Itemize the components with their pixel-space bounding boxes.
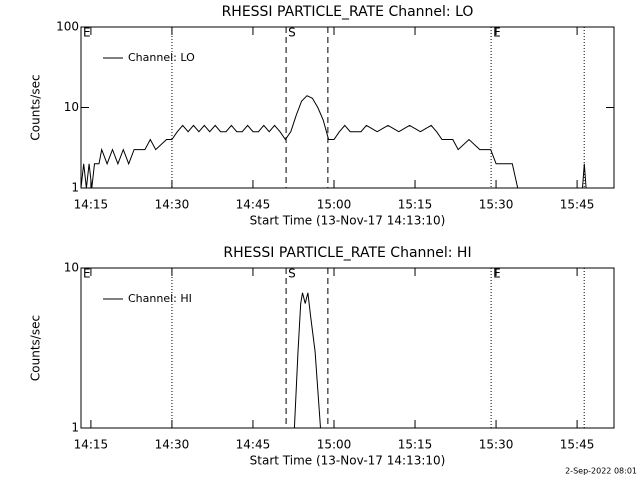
legend-label: Channel: HI bbox=[128, 292, 192, 305]
x-tick-label: 15:00 bbox=[317, 198, 352, 212]
data-line bbox=[293, 292, 321, 429]
x-tick-label: 14:15 bbox=[74, 438, 109, 452]
x-tick-label: 14:30 bbox=[155, 198, 190, 212]
y-tick-label: 10 bbox=[64, 261, 79, 275]
legend-label: Channel: LO bbox=[128, 51, 195, 64]
x-tick-label: 14:45 bbox=[236, 438, 271, 452]
plot-frame bbox=[80, 267, 615, 429]
data-line bbox=[80, 95, 587, 189]
y-tick-label: 1 bbox=[71, 421, 79, 435]
y-tick-label: 100 bbox=[56, 20, 79, 34]
chart-title: RHESSI PARTICLE_RATE Channel: LO bbox=[222, 4, 474, 20]
event-label: S bbox=[288, 267, 296, 281]
event-label: S bbox=[288, 26, 296, 40]
x-tick-label: 15:15 bbox=[398, 198, 433, 212]
event-label: E bbox=[83, 267, 91, 281]
event-label: E bbox=[493, 267, 501, 281]
chart-title: RHESSI PARTICLE_RATE Channel: HI bbox=[223, 245, 471, 261]
x-tick-label: 15:00 bbox=[317, 438, 352, 452]
x-tick-label: 14:30 bbox=[155, 438, 190, 452]
x-axis-label: Start Time (13-Nov-17 14:13:10) bbox=[250, 454, 446, 468]
event-label: E bbox=[83, 26, 91, 40]
event-label: E bbox=[493, 26, 501, 40]
y-axis-label: Counts/sec bbox=[29, 315, 43, 381]
y-axis-label: Counts/sec bbox=[29, 74, 43, 140]
x-axis-label: Start Time (13-Nov-17 14:13:10) bbox=[250, 214, 446, 228]
x-tick-label: 15:45 bbox=[560, 438, 595, 452]
y-tick-label: 10 bbox=[64, 100, 79, 114]
x-tick-label: 15:15 bbox=[398, 438, 433, 452]
x-tick-label: 14:45 bbox=[236, 198, 271, 212]
x-tick-label: 14:15 bbox=[74, 198, 109, 212]
x-tick-label: 15:30 bbox=[479, 198, 514, 212]
x-tick-label: 15:45 bbox=[560, 198, 595, 212]
y-tick-label: 1 bbox=[71, 181, 79, 195]
x-tick-label: 15:30 bbox=[479, 438, 514, 452]
footer-date: 2-Sep-2022 08:01 bbox=[565, 467, 637, 476]
